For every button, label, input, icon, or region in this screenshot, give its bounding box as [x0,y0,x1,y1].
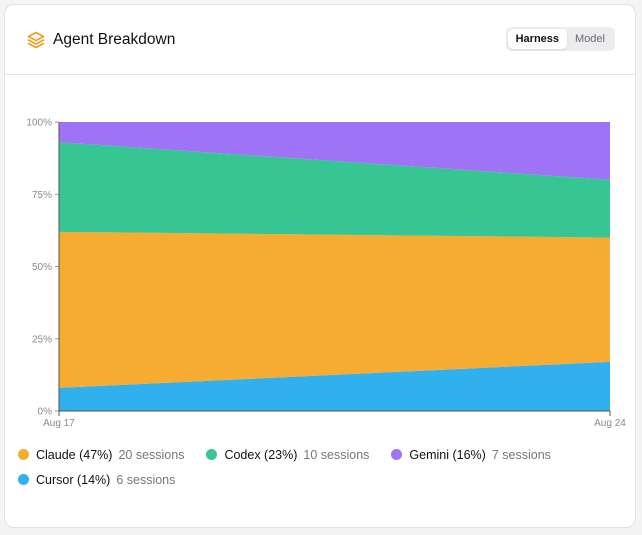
y-tick-label: 50% [32,262,52,273]
x-tick-label: Aug 17 [43,418,75,429]
area-gemini [59,122,610,180]
area-claude [59,231,610,388]
legend-label: Claude (47%) [36,447,113,462]
chart-legend: Claude (47%) 20 sessions Codex (23%) 10 … [18,442,618,492]
card-header: Agent Breakdown Harness Model [5,5,635,75]
legend-item-claude: Claude (47%) 20 sessions [18,448,184,462]
legend-item-cursor: Cursor (14%) 6 sessions [18,473,175,487]
y-tick-label: 0% [38,407,53,418]
legend-row: Claude (47%) 20 sessions Codex (23%) 10 … [18,442,618,467]
y-tick-label: 100% [26,118,52,129]
legend-row: Cursor (14%) 6 sessions [18,467,618,492]
y-tick-label: 25% [32,334,52,345]
legend-sessions: 10 sessions [303,447,370,462]
legend-swatch [18,474,29,485]
legend-sessions: 7 sessions [491,447,551,462]
legend-label: Gemini (16%) [409,447,486,462]
view-toggle: Harness Model [505,27,615,51]
toggle-model-button[interactable]: Model [575,33,605,45]
legend-item-codex: Codex (23%) 10 sessions [206,448,369,462]
area-codex [59,142,610,238]
legend-item-gemini: Gemini (16%) 7 sessions [391,447,551,462]
legend-swatch [391,449,403,460]
legend-label: Codex (23%) [224,447,298,462]
legend-sessions: 20 sessions [118,447,185,462]
y-tick-label: 75% [32,190,52,201]
layers-icon [27,31,45,49]
legend-swatch [206,449,218,460]
area-cursor [59,361,610,411]
x-tick-label: Aug 24 [594,418,626,429]
toggle-harness-button[interactable]: Harness [507,29,568,49]
card-title: Agent Breakdown [53,31,176,48]
stacked-area-chart: 0% 25% 50% 75% 100% Aug 17 Aug 24 [26,118,626,430]
legend-sessions: 6 sessions [116,472,176,487]
legend-label: Cursor (14%) [36,472,111,487]
legend-swatch [18,449,29,460]
